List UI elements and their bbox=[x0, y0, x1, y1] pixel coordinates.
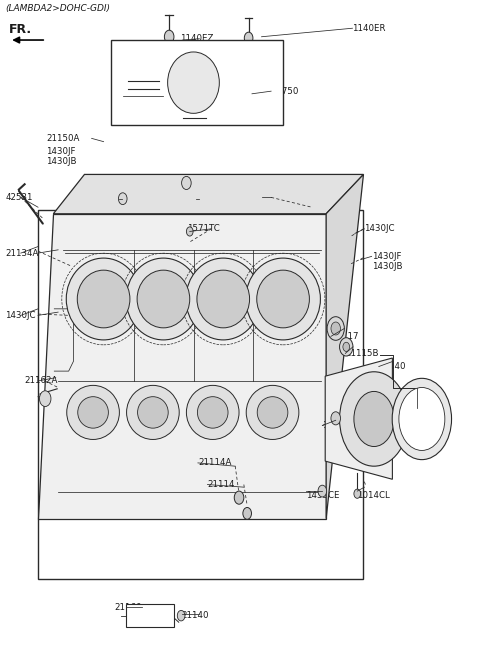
Bar bbox=[111, 40, 283, 125]
Text: 21443: 21443 bbox=[417, 404, 444, 413]
Ellipse shape bbox=[186, 258, 261, 340]
Circle shape bbox=[181, 176, 191, 189]
Text: 21134A: 21134A bbox=[5, 248, 39, 258]
Text: 22124B: 22124B bbox=[87, 193, 120, 202]
Ellipse shape bbox=[127, 386, 179, 440]
Ellipse shape bbox=[197, 270, 250, 328]
Ellipse shape bbox=[168, 52, 219, 113]
Ellipse shape bbox=[77, 270, 130, 328]
Ellipse shape bbox=[67, 386, 120, 440]
Ellipse shape bbox=[186, 386, 239, 440]
Ellipse shape bbox=[137, 270, 190, 328]
Circle shape bbox=[178, 61, 209, 104]
Text: 21115B: 21115B bbox=[345, 349, 379, 358]
Circle shape bbox=[39, 391, 51, 407]
Text: 1430JC: 1430JC bbox=[364, 224, 395, 233]
Text: 1014CL: 1014CL bbox=[357, 491, 390, 500]
Circle shape bbox=[177, 610, 185, 621]
Circle shape bbox=[331, 322, 340, 335]
Ellipse shape bbox=[126, 258, 201, 340]
Circle shape bbox=[339, 372, 408, 466]
Circle shape bbox=[135, 53, 156, 81]
Ellipse shape bbox=[246, 386, 299, 440]
Circle shape bbox=[243, 507, 252, 519]
Circle shape bbox=[399, 388, 445, 451]
Circle shape bbox=[119, 193, 127, 204]
Text: 21160: 21160 bbox=[115, 602, 142, 612]
Text: (LAMBDA2>DOHC-GDI): (LAMBDA2>DOHC-GDI) bbox=[5, 4, 110, 13]
Ellipse shape bbox=[78, 397, 108, 428]
Text: 21440: 21440 bbox=[379, 362, 406, 371]
Circle shape bbox=[244, 32, 253, 44]
Ellipse shape bbox=[138, 397, 168, 428]
Circle shape bbox=[343, 342, 349, 351]
Text: 1430JB: 1430JB bbox=[46, 157, 77, 166]
Text: 1430JF: 1430JF bbox=[372, 252, 401, 261]
Circle shape bbox=[392, 378, 452, 460]
Text: 21117: 21117 bbox=[331, 332, 359, 341]
Circle shape bbox=[327, 317, 344, 340]
Text: 1571TC: 1571TC bbox=[187, 224, 220, 233]
Text: 21353R: 21353R bbox=[123, 91, 156, 101]
Circle shape bbox=[186, 227, 193, 236]
Bar bbox=[38, 210, 363, 579]
Circle shape bbox=[318, 485, 326, 497]
Text: 21162A: 21162A bbox=[24, 376, 58, 386]
Polygon shape bbox=[326, 174, 363, 518]
Text: 1433CE: 1433CE bbox=[306, 491, 339, 500]
Ellipse shape bbox=[66, 258, 141, 340]
Circle shape bbox=[354, 392, 394, 447]
Polygon shape bbox=[38, 214, 326, 518]
Ellipse shape bbox=[197, 397, 228, 428]
Text: 21110B: 21110B bbox=[271, 193, 305, 202]
Polygon shape bbox=[53, 174, 363, 214]
Ellipse shape bbox=[257, 270, 310, 328]
Text: 21114A: 21114A bbox=[198, 459, 231, 467]
Circle shape bbox=[354, 489, 360, 498]
Ellipse shape bbox=[257, 397, 288, 428]
Text: 1430JB: 1430JB bbox=[372, 262, 402, 271]
Text: 1430JC: 1430JC bbox=[5, 311, 36, 320]
Circle shape bbox=[331, 412, 340, 425]
Text: 21114: 21114 bbox=[207, 480, 235, 489]
Bar bbox=[126, 604, 174, 627]
Text: 1140EZ: 1140EZ bbox=[180, 34, 214, 43]
Ellipse shape bbox=[246, 258, 321, 340]
Circle shape bbox=[234, 491, 244, 504]
Text: 24126: 24126 bbox=[199, 194, 227, 203]
Text: 21150A: 21150A bbox=[46, 134, 80, 143]
Text: 1140ER: 1140ER bbox=[352, 24, 386, 33]
Circle shape bbox=[246, 102, 258, 118]
Circle shape bbox=[339, 338, 353, 356]
Text: 1430JC: 1430JC bbox=[323, 421, 353, 430]
Text: 21140: 21140 bbox=[181, 611, 209, 620]
Polygon shape bbox=[325, 358, 392, 480]
Text: 94750: 94750 bbox=[271, 87, 299, 96]
Text: 1430JF: 1430JF bbox=[46, 147, 76, 156]
Text: FR.: FR. bbox=[9, 23, 33, 36]
Text: 42531: 42531 bbox=[5, 193, 33, 202]
Circle shape bbox=[164, 30, 174, 43]
